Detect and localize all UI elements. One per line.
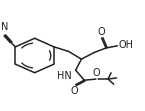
Text: OH: OH <box>118 40 133 50</box>
Text: N: N <box>1 22 8 32</box>
Text: O: O <box>97 27 105 37</box>
Text: O: O <box>70 86 78 96</box>
Text: O: O <box>93 68 100 78</box>
Text: HN: HN <box>57 71 72 81</box>
